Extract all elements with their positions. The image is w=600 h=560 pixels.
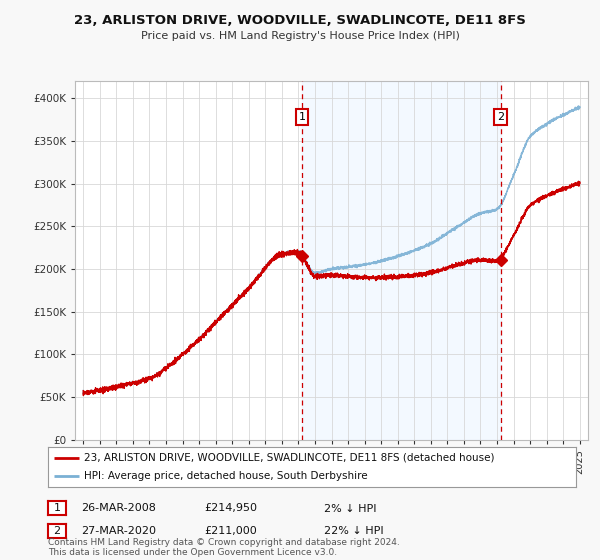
Text: 23, ARLISTON DRIVE, WOODVILLE, SWADLINCOTE, DE11 8FS (detached house): 23, ARLISTON DRIVE, WOODVILLE, SWADLINCO… [84,453,494,463]
Text: 22% ↓ HPI: 22% ↓ HPI [324,526,383,536]
Text: 26-MAR-2008: 26-MAR-2008 [81,503,156,514]
Text: £214,950: £214,950 [204,503,257,514]
Text: 2: 2 [53,526,61,536]
Text: Contains HM Land Registry data © Crown copyright and database right 2024.
This d: Contains HM Land Registry data © Crown c… [48,538,400,557]
Text: 1: 1 [299,112,306,122]
Bar [302,81,501,440]
Text: 1: 1 [53,503,61,514]
Text: HPI: Average price, detached house, South Derbyshire: HPI: Average price, detached house, Sout… [84,472,368,481]
Text: 23, ARLISTON DRIVE, WOODVILLE, SWADLINCOTE, DE11 8FS: 23, ARLISTON DRIVE, WOODVILLE, SWADLINCO… [74,14,526,27]
Text: 27-MAR-2020: 27-MAR-2020 [81,526,156,536]
Text: 2% ↓ HPI: 2% ↓ HPI [324,503,377,514]
Text: £211,000: £211,000 [204,526,257,536]
Text: 2: 2 [497,112,505,122]
Text: Price paid vs. HM Land Registry's House Price Index (HPI): Price paid vs. HM Land Registry's House … [140,31,460,41]
